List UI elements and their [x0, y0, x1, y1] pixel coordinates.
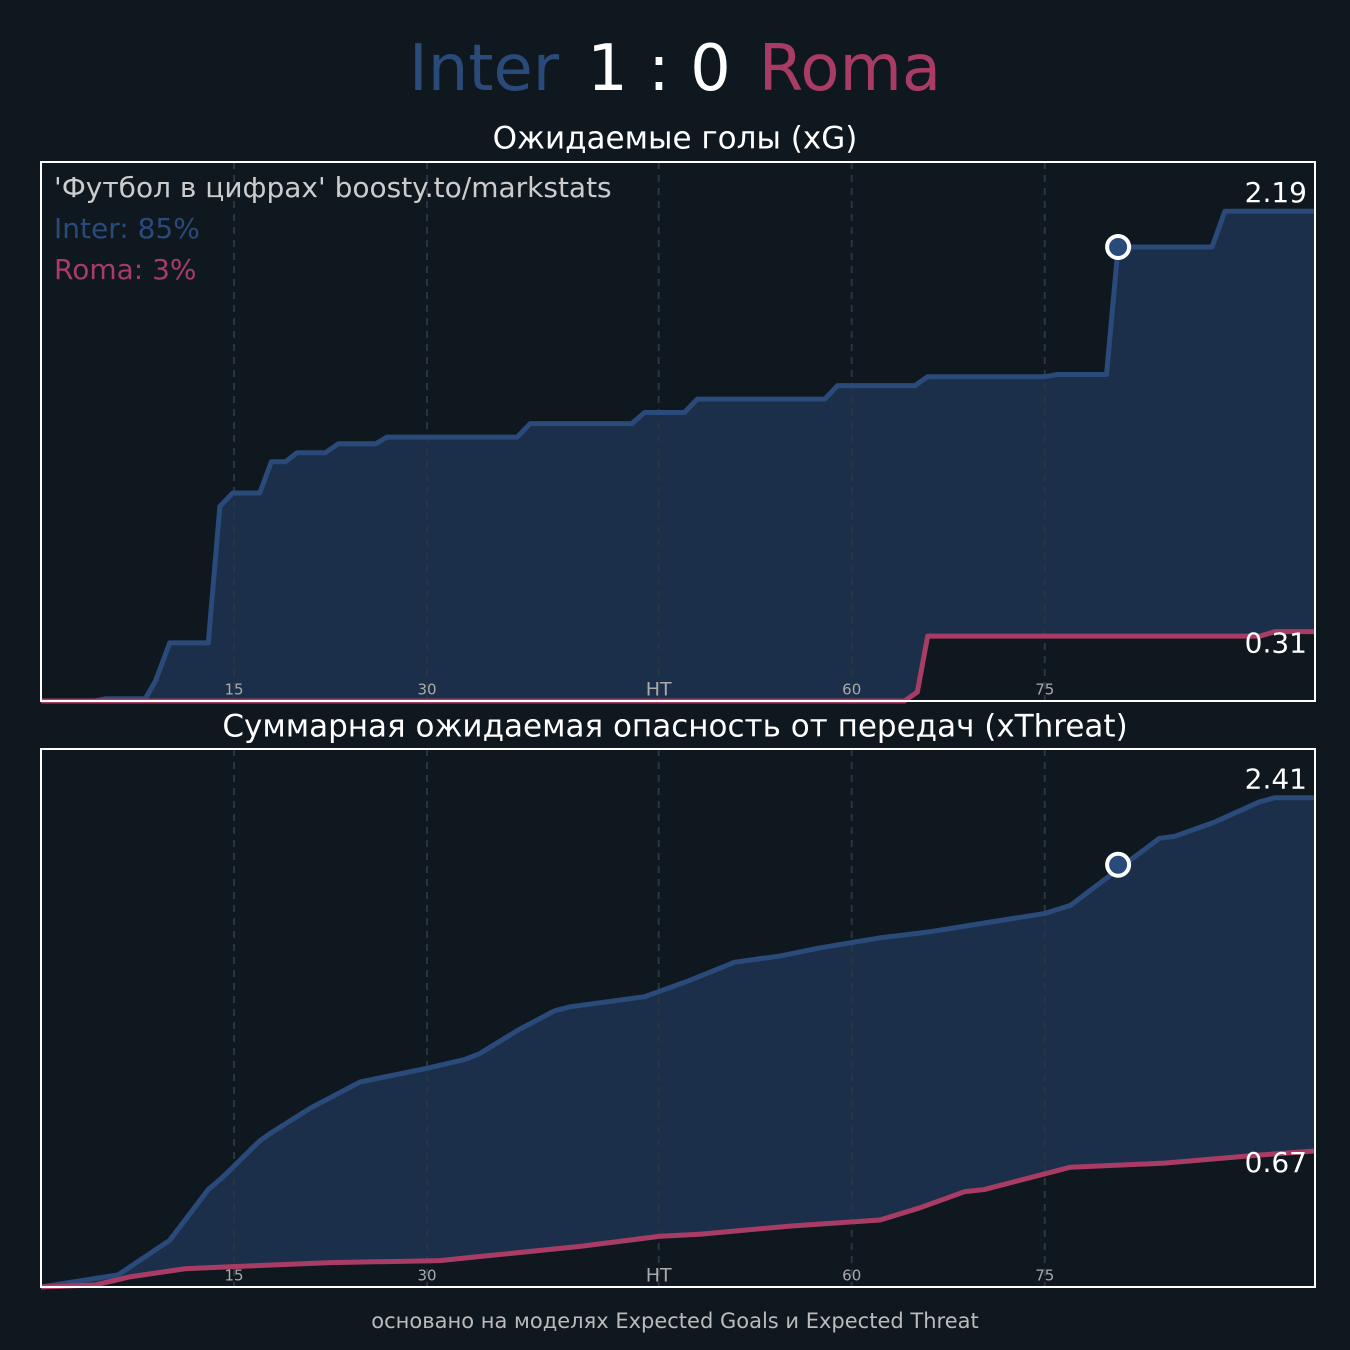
x-tick-label: 60: [842, 681, 861, 699]
area: [41, 1150, 1315, 1287]
x-tick-label: 75: [1035, 1267, 1054, 1285]
end-value-label: 0.31: [1245, 627, 1307, 660]
x-tick-label: 15: [224, 681, 243, 699]
area: [41, 797, 1315, 1287]
annotation: Roma: 3%: [54, 253, 197, 286]
series-line: [40, 1148, 1316, 1290]
area: [41, 211, 1315, 702]
score: 1 : 0: [587, 32, 731, 106]
area: [41, 631, 1315, 701]
away-team: Roma: [759, 32, 941, 106]
x-tick-label: HT: [646, 1265, 672, 1287]
x-tick-label: 15: [224, 1267, 243, 1285]
chart-title: Суммарная ожидаемая опасность от передач…: [222, 709, 1127, 745]
annotation: Inter: 85%: [54, 212, 200, 245]
series-line: [40, 795, 1315, 1290]
plot-frame: [40, 161, 1316, 702]
goal-marker: [1105, 233, 1132, 260]
end-value-label: 2.19: [1245, 176, 1307, 209]
x-tick-label: 30: [418, 1267, 437, 1285]
end-value-label: 2.41: [1245, 763, 1307, 796]
series-line: [41, 208, 1315, 704]
end-value-label: 0.67: [1245, 1146, 1307, 1179]
x-tick-label: 75: [1035, 681, 1054, 699]
x-tick-label: 30: [418, 681, 437, 699]
x-tick-label: 60: [842, 1267, 861, 1285]
home-team: Inter: [409, 32, 560, 106]
x-tick-label: HT: [646, 679, 672, 701]
footer: основано на моделях Expected Goals и Exp…: [371, 1309, 978, 1333]
chart-title: Ожидаемые голы (xG): [493, 121, 858, 157]
goal-marker: [1105, 851, 1132, 878]
plot-frame: [40, 748, 1316, 1288]
match-header: Inter 1 : 0 Roma: [409, 32, 941, 106]
annotation: 'Футбол в цифрах' boosty.to/markstats: [54, 171, 612, 204]
